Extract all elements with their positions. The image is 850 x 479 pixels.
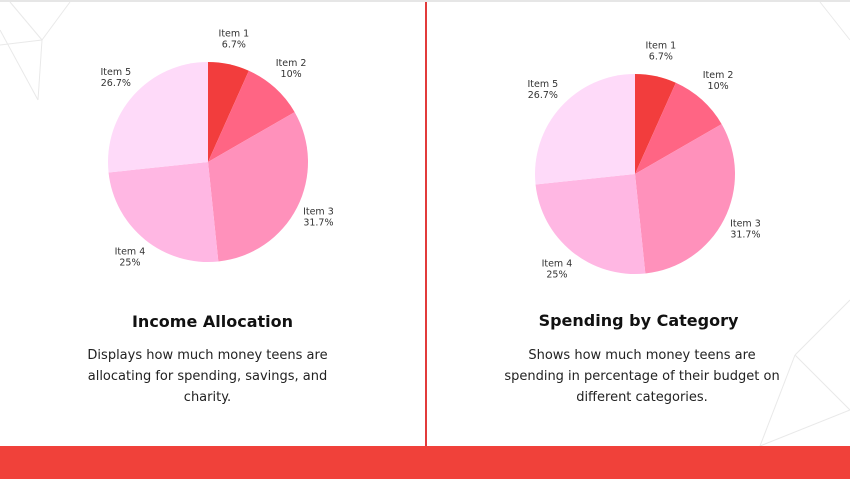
slice-label: Item 2 10% bbox=[703, 70, 734, 92]
pie-slice bbox=[635, 82, 722, 174]
slice-label: Item 4 25% bbox=[542, 258, 573, 280]
slice-value-label: 31.7% bbox=[730, 229, 760, 240]
footer-bar bbox=[0, 446, 850, 479]
slice-value-label: 6.7% bbox=[649, 52, 673, 63]
slice-value-label: 26.7% bbox=[101, 78, 131, 89]
slice-category-label: Item 5 bbox=[100, 67, 131, 78]
slice-value-label: 10% bbox=[281, 69, 302, 80]
slice-category-label: Item 1 bbox=[219, 29, 250, 40]
slice-value-label: 10% bbox=[708, 81, 729, 92]
pie-slice bbox=[208, 70, 295, 162]
pie-slice bbox=[535, 74, 635, 185]
slice-value-label: 25% bbox=[119, 257, 140, 268]
slice-category-label: Item 4 bbox=[542, 258, 573, 269]
spending-by-category-panel: Item 1 6.7% Item 2 10% Item 3 31.7% Item 4 25% I… bbox=[427, 0, 850, 446]
slice-category-label: Item 2 bbox=[276, 58, 307, 69]
pie-slice bbox=[635, 74, 676, 174]
income-allocation-title: Income Allocation bbox=[131, 312, 294, 331]
pie-slice bbox=[635, 124, 735, 274]
income-allocation-pie-chart: Item 1 6.7%Item 2 10%Item 3 31.7%Item 4 25%I… bbox=[100, 29, 334, 269]
slice-category-label: Item 3 bbox=[303, 206, 334, 217]
slice-value-label: 25% bbox=[546, 269, 567, 280]
slice-label: Item 1 6.7% bbox=[219, 29, 250, 51]
slice-label: Item 2 10% bbox=[276, 58, 307, 80]
slice-label: Item 4 25% bbox=[115, 246, 146, 268]
income-allocation-description: Displays how much money teens are alloca… bbox=[87, 348, 328, 405]
slice-label: Item 3 31.7% bbox=[730, 218, 761, 240]
spending-by-category-title: Spending by Category bbox=[538, 311, 739, 330]
spending-by-category-pie-chart: Item 1 6.7%Item 2 10%Item 3 31.7%Item 4 25%I… bbox=[527, 41, 761, 281]
slice-category-label: Item 1 bbox=[646, 41, 677, 52]
spending-by-category-description: Shows how much money teens are spending … bbox=[504, 348, 780, 405]
pie-slice bbox=[108, 162, 219, 262]
panel-divider bbox=[425, 2, 427, 446]
pie-slice bbox=[208, 62, 249, 162]
slice-value-label: 31.7% bbox=[303, 217, 333, 228]
slice-category-label: Item 2 bbox=[703, 70, 734, 81]
slice-label: Item 1 6.7% bbox=[646, 41, 677, 63]
slice-value-label: 6.7% bbox=[222, 40, 246, 51]
slice-category-label: Item 3 bbox=[730, 218, 761, 229]
slice-category-label: Item 5 bbox=[527, 79, 558, 90]
slice-label: Item 5 26.7% bbox=[100, 67, 131, 89]
slice-label: Item 3 31.7% bbox=[303, 206, 334, 228]
top-border bbox=[0, 0, 850, 2]
slice-label: Item 5 26.7% bbox=[527, 79, 558, 101]
slice-value-label: 26.7% bbox=[528, 90, 558, 101]
slice-category-label: Item 4 bbox=[115, 246, 146, 257]
income-allocation-panel: Item 1 6.7% Item 2 10% Item 3 31.7% Item 4 25% I… bbox=[0, 0, 425, 446]
pie-slice bbox=[107, 62, 208, 173]
pie-slice bbox=[535, 174, 646, 274]
pie-slice bbox=[208, 112, 308, 262]
